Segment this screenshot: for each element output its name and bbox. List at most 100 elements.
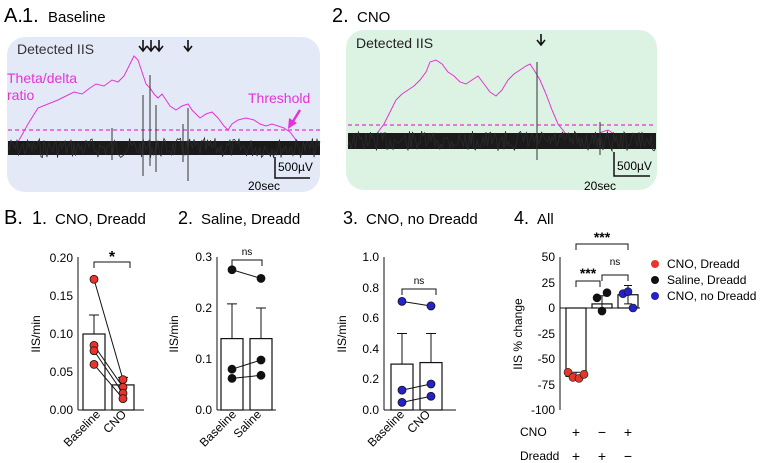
b1-point-3-1 (118, 394, 128, 404)
b3-point-1-1 (426, 379, 436, 389)
b1-ytick-0: 0.00 (50, 403, 74, 417)
b3-point-0-1 (426, 301, 436, 311)
b2-pair-line-2 (231, 374, 262, 379)
panel-a1-scale-time: 20sec (248, 179, 280, 193)
legend-marker-cno-dreadd (651, 260, 659, 268)
b1-significance-bracket (93, 261, 131, 268)
b4-row-dreadd-1: + (598, 448, 606, 463)
b1-point-0-0 (89, 274, 99, 284)
b1-point-3-0 (89, 359, 99, 369)
b2-pair-line-1 (231, 359, 262, 370)
b3-error-1 (426, 333, 436, 363)
panel-a1-scale-voltage: 500µV (278, 160, 313, 174)
panel-a1-threshold-label: Threshold (248, 90, 310, 106)
panel-a2-eeg-noise (347, 130, 656, 153)
panel-b3-title: CNO, no Dreadd (366, 211, 478, 228)
b3-point-2-0 (397, 397, 407, 407)
b4-sig-bracket-ns (601, 274, 629, 281)
b4-ytick-0: 50 (542, 250, 556, 264)
b2-error-0 (227, 303, 237, 339)
panel-a1-iis-arrows (138, 40, 193, 53)
b4-sig-bracket-mid (575, 280, 601, 287)
chart-b1: IIS/min 0.00 0.05 0.10 0.15 0.20 Baselin… (29, 249, 144, 450)
b3-ytick-3: 0.6 (362, 311, 379, 325)
panel-a1-ratio-trace (9, 55, 318, 151)
b4-y-label: IIS % change (511, 298, 525, 370)
b1-pair-line-2 (93, 350, 124, 394)
b4-point-0-0 (563, 367, 573, 377)
b4-row-dreadd-2: − (624, 448, 632, 463)
panel-a2-scale-bar (613, 152, 650, 177)
b1-error-0 (89, 314, 99, 334)
panel-a2-number: 2. (332, 5, 349, 27)
chart-b2: IIS/min 0.0 0.1 0.2 0.3 Baseline Saline … (167, 247, 276, 450)
b2-ytick-3: 0.3 (195, 250, 212, 264)
b1-point-2-0 (89, 346, 99, 356)
chart-b3: IIS/min 0.0 0.2 0.4 0.6 0.8 1.0 Baseline… (335, 250, 456, 450)
b2-y-label: IIS/min (167, 315, 181, 352)
b2-point-0-0 (227, 265, 237, 275)
b4-ytick-2: 0 (548, 301, 555, 315)
b2-point-2-1 (256, 370, 266, 380)
panel-a1-iis-spikes (111, 75, 189, 181)
b4-row-dreadd-label: Dreadd (520, 449, 559, 463)
panel-a1-number: 1. (22, 5, 39, 27)
b3-pair-line-2 (401, 395, 432, 403)
b3-pair-line-1 (401, 383, 432, 391)
b2-ytick-2: 0.2 (195, 301, 212, 315)
panel-a1-title: Baseline (48, 9, 106, 26)
b2-error-1 (256, 307, 266, 339)
legend-label-saline-dreadd: Saline, Dreadd (667, 273, 746, 287)
b3-point-2-1 (426, 391, 436, 401)
b4-point-0-3 (579, 369, 589, 379)
b4-ytick-3: -25 (538, 327, 556, 341)
panel-b1-number: 1. (32, 208, 47, 228)
b1-xtick-1: CNO (100, 407, 129, 436)
b1-y-label: IIS/min (29, 315, 43, 352)
b3-ytick-1: 0.2 (362, 372, 379, 386)
b2-point-0-1 (256, 274, 266, 283)
b4-row-cno-2: + (624, 424, 632, 440)
panel-b2-title: Saline, Dreadd (201, 211, 300, 228)
b1-pair-line-0 (93, 279, 124, 380)
panel-a2-iis-label: Detected IIS (356, 35, 433, 51)
b2-pair-line-0 (231, 269, 262, 279)
panel-b3-number: 3. (343, 208, 358, 228)
panel-a2-title: CNO (357, 9, 390, 26)
b1-significance: * (109, 249, 116, 266)
b3-ytick-0: 0.0 (362, 403, 379, 417)
b3-significance: ns (414, 276, 425, 287)
b3-significance-bracket (401, 288, 437, 295)
b4-ytick-1: 25 (542, 276, 556, 290)
threshold-arrow (288, 109, 302, 129)
b3-ytick-2: 0.4 (362, 342, 379, 356)
panel-b2-number: 2. (178, 208, 193, 228)
b4-bar-0 (565, 307, 587, 377)
b4-point-1-1 (597, 306, 607, 316)
panel-b1-title: CNO, Dreadd (55, 211, 146, 228)
b2-significance: ns (242, 247, 253, 258)
b4-ytick-6: -100 (531, 403, 555, 417)
b4-point-2-2 (628, 303, 638, 313)
b3-point-0-0 (397, 296, 407, 306)
panel-a2-scale-time: 20sec (584, 179, 616, 193)
b4-point-2-1 (623, 287, 633, 296)
panel-b4-number: 4. (514, 208, 529, 228)
figure-a-letter: A. (4, 5, 23, 27)
b4-row-cno-1: − (598, 424, 606, 440)
b4-row-cno-label: CNO (520, 425, 547, 439)
b1-ytick-1: 0.05 (50, 365, 74, 379)
b4-ytick-5: -75 (538, 378, 556, 392)
b4-row-cno-0: + (572, 424, 580, 440)
panel-a1-background (7, 37, 320, 192)
b3-xtick-1: CNO (404, 407, 433, 436)
b2-ytick-1: 0.1 (195, 352, 212, 366)
b3-ytick-4: 0.8 (362, 281, 379, 295)
b1-ytick-3: 0.15 (50, 289, 74, 303)
legend-marker-saline-dreadd (651, 276, 659, 284)
b4-legend: CNO, Dreadd Saline, Dreadd CNO, no Dread… (651, 257, 756, 303)
b3-ytick-5: 1.0 (362, 250, 379, 264)
panel-a1-ratio-label-2: ratio (7, 87, 34, 103)
b1-ytick-4: 0.20 (50, 251, 74, 265)
panel-a2-iis-arrow (536, 34, 546, 47)
